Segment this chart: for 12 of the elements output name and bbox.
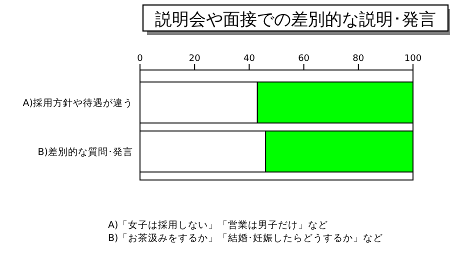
text: A)「女子は採用しない」「営業は男子だけ」など — [108, 219, 328, 231]
title: 説明会や面接での差別的な説明･発言 — [142, 4, 450, 35]
y-tick-label: B)差別的な質問･発言 — [38, 146, 133, 158]
x-tick-label: 20 — [188, 54, 201, 64]
x-tick-label: 60 — [298, 54, 310, 64]
x-tick-label: 100 — [404, 54, 422, 64]
chart-title: 説明会や面接での差別的な説明･発言 — [155, 10, 436, 30]
x-tick-label: 80 — [352, 54, 364, 64]
x-tick-label: 40 — [243, 54, 256, 64]
text: B)「お茶汲みをするか」「結婚･妊娠したらどうするか」など — [108, 232, 384, 244]
y-tick-label: A)採用方針や待遇が違う — [22, 97, 133, 109]
x-tick-label: 0 — [137, 54, 144, 64]
